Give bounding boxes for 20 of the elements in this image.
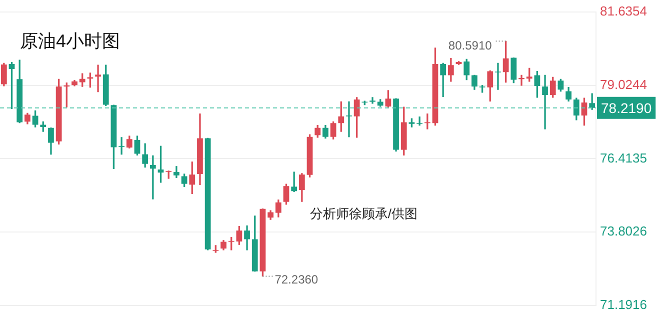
- candlestick: [495, 62, 501, 90]
- candlestick: [542, 74, 548, 130]
- annotation: 分析师徐顾承/供图: [310, 206, 418, 222]
- y-tick-label: 79.0244: [600, 76, 647, 92]
- text: 原油4小时图: [20, 30, 120, 51]
- annotation: 72.2360: [274, 272, 318, 287]
- candlestick: [370, 97, 376, 104]
- y-tick-label: 76.4135: [600, 150, 647, 166]
- candlestick: [416, 116, 422, 126]
- y-tick-label: 73.8026: [600, 224, 647, 239]
- candlestick: [346, 101, 352, 138]
- candlestick: [95, 64, 101, 92]
- candlestick: [118, 137, 124, 155]
- y-tick-label: 81.6354: [600, 3, 647, 18]
- annotation: 80.5910: [448, 38, 492, 52]
- candlestick: [291, 172, 298, 192]
- ref-line-label: 78.2190: [601, 100, 652, 116]
- candlestick: [150, 155, 156, 200]
- candlestick: [518, 74, 524, 86]
- y-tick-label: 71.1916: [600, 297, 647, 312]
